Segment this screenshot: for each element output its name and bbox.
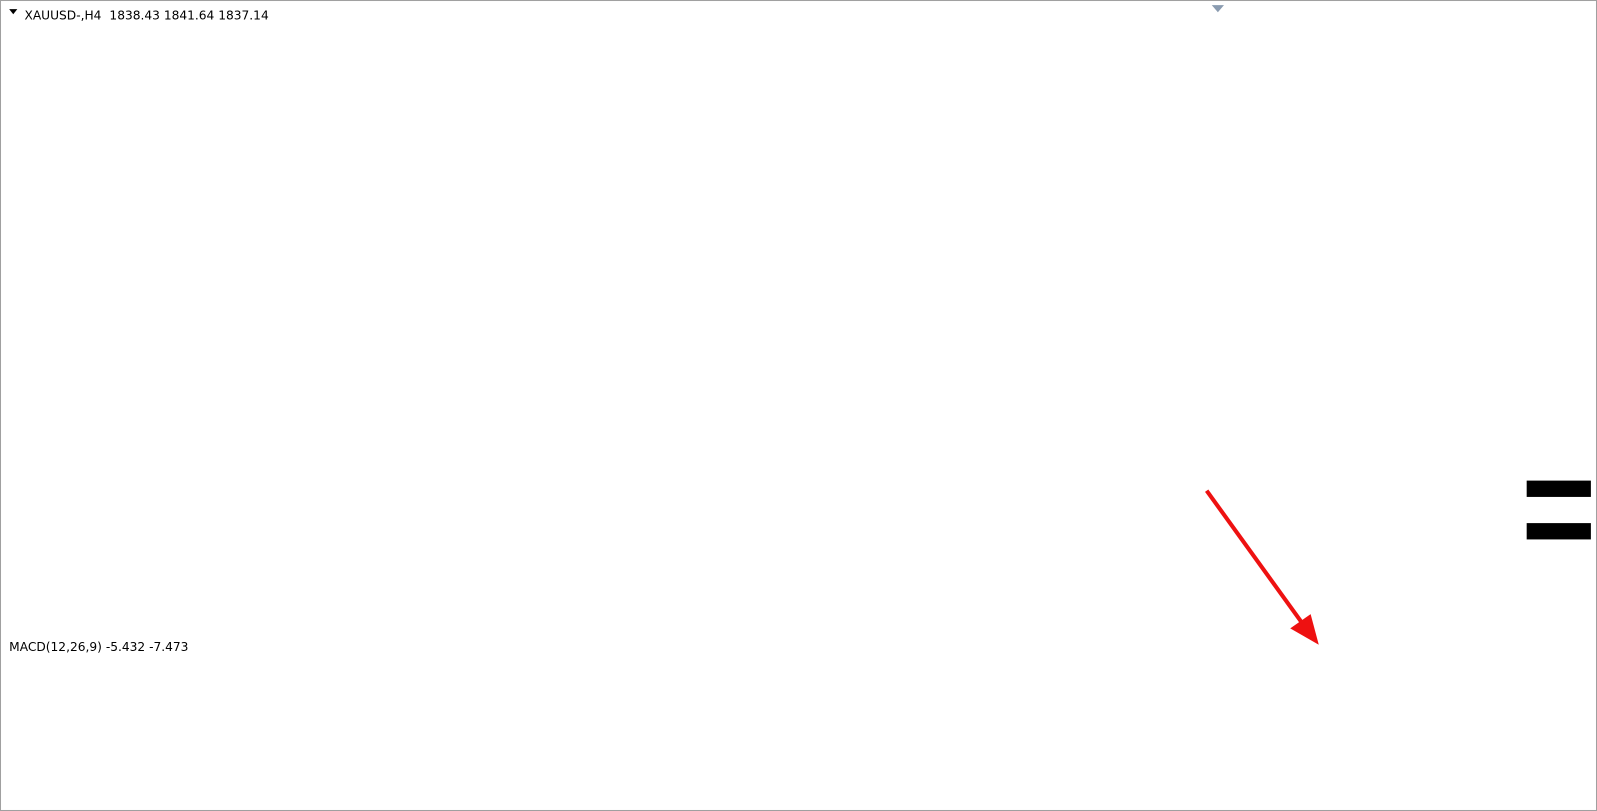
low-value: 1837.14 [218, 8, 269, 22]
chart-header: XAUUSD-,H4 1838.43 1841.64 1837.14 [24, 8, 268, 22]
indicator-title: MACD(12,26,9) [9, 639, 102, 653]
level-box [1526, 480, 1591, 497]
symbol: XAUUSD-,H4 [24, 8, 101, 22]
arrow-head [1290, 614, 1319, 645]
indicator-header: MACD(12,26,9) -5.432 -7.473 [9, 639, 188, 653]
trend-arrow [1205, 489, 1319, 645]
open-value: 1838.43 [109, 8, 160, 22]
menu-triangle [9, 9, 18, 15]
arrow-shaft [1205, 489, 1307, 628]
macd-value: -5.432 [106, 639, 145, 653]
text-layer: XAUUSD-,H4 1838.43 1841.64 1837.14 MACD(… [9, 5, 1591, 653]
current-price-box [1526, 523, 1591, 540]
high-value: 1841.64 [164, 8, 215, 22]
shift-marker [1211, 5, 1224, 13]
signal-value: -7.473 [149, 639, 188, 653]
